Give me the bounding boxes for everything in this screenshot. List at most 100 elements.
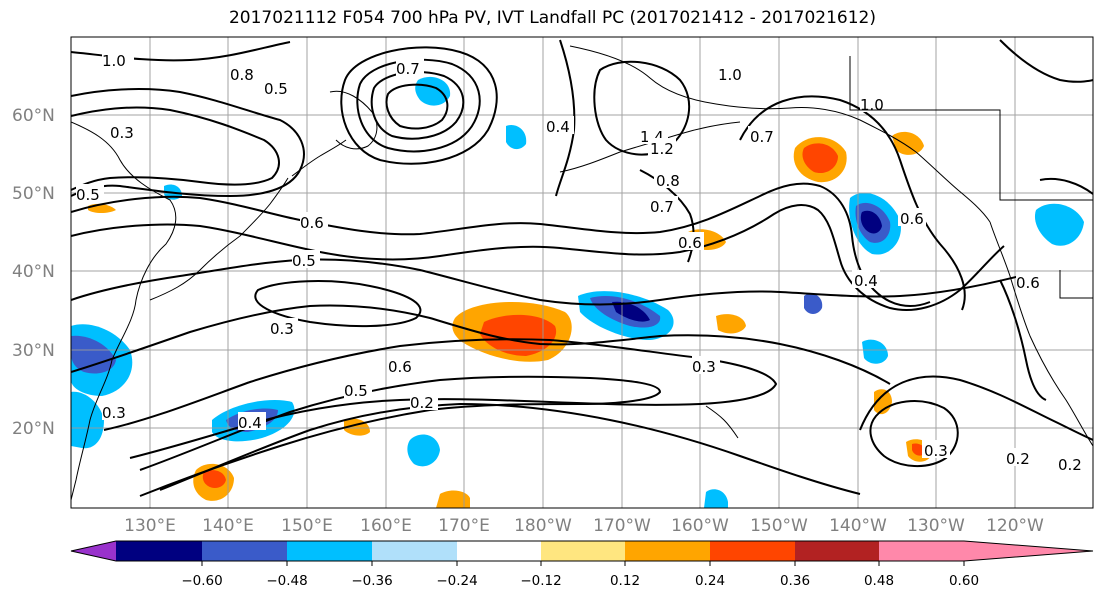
lon-label: 130°W [907, 516, 965, 536]
contour-line [71, 88, 305, 198]
lat-label-20n: 20°N [12, 419, 55, 439]
lon-label: 150°E [281, 516, 333, 536]
colorbar-segment [541, 541, 625, 561]
contour-label: 0.7 [750, 128, 774, 146]
colorbar-segment [372, 541, 457, 561]
lon-label: 130°E [124, 516, 176, 536]
colorbar-tick-label: 0.48 [864, 573, 894, 589]
contour-label: 0.3 [110, 124, 134, 142]
contour-label: 0.4 [238, 414, 262, 432]
contour-label: 1.0 [860, 96, 884, 114]
colorbar-ticks [201, 561, 965, 566]
longitude-labels: 130°E 140°E 150°E 160°E 170°E 180°W 170°… [124, 516, 1044, 536]
contour-label: 0.5 [264, 80, 288, 98]
shading-positive-blob [480, 314, 557, 356]
contour-line [103, 338, 778, 459]
contour-line [139, 375, 662, 497]
colorbar-segment [710, 541, 795, 561]
colorbar-tick-label: −0.48 [266, 573, 307, 589]
shading-negative-blob [860, 210, 882, 234]
colorbar-segment [287, 541, 372, 561]
shading-negative-blob [407, 434, 440, 467]
contour-line [385, 83, 449, 130]
shading-positive-blob [892, 131, 924, 155]
contour-line [71, 258, 1021, 306]
colorbar: −0.60 −0.48 −0.36 −0.24 −0.12 0.12 0.24 … [70, 540, 1094, 589]
colorbar-tick-label: 0.12 [610, 573, 640, 589]
contour-label: 0.8 [230, 66, 254, 84]
contour-label: 0.5 [76, 186, 100, 204]
contour-label: 0.4 [854, 272, 878, 290]
lon-label: 170°W [593, 516, 651, 536]
contour-label: 1.2 [650, 140, 674, 158]
lon-label: 180°W [514, 516, 572, 536]
colorbar-extend-right [964, 541, 1093, 561]
colorbar-segment [795, 541, 879, 561]
shading-negative-blob [71, 391, 104, 449]
contour-line [859, 375, 1093, 441]
contour-label-layer: 1.0 0.7 0.8 0.5 0.6 0.4 1.0 1.4 1.2 0.8 … [76, 50, 1086, 474]
contour-line [999, 279, 1047, 401]
lon-label: 170°E [438, 516, 490, 536]
lon-label: 150°W [750, 516, 808, 536]
shading-positive-blob [802, 143, 838, 174]
colorbar-tick-label: 0.24 [695, 573, 725, 589]
coastline-kamchatka [329, 90, 378, 150]
contour-line [555, 39, 576, 197]
colorbar-extend-left [71, 541, 116, 561]
contour-label: 0.6 [900, 210, 924, 228]
colorbar-segment [625, 541, 710, 561]
contour-label: 0.8 [656, 172, 680, 190]
map-title: 2017021112 F054 700 hPa PV, IVT Landfall… [228, 8, 876, 28]
coastline-namerica [989, 221, 1093, 447]
colorbar-tick-label: −0.24 [436, 573, 477, 589]
shading-negative-blob [1034, 203, 1084, 246]
lat-label-50n: 50°N [12, 184, 55, 204]
contour-label: 1.0 [718, 66, 742, 84]
contour-line [254, 280, 422, 328]
contour-label: 0.5 [292, 252, 316, 270]
colorbar-outline [70, 540, 1094, 562]
lon-label: 120°W [986, 516, 1044, 536]
contour-line [999, 39, 1093, 83]
contour-label: 0.3 [692, 358, 716, 376]
shading-negative-blob [506, 124, 527, 150]
colorbar-segment [116, 541, 202, 561]
contour-label: 0.6 [300, 214, 324, 232]
latitude-labels: 20°N 30°N 40°N 50°N 60°N [12, 106, 55, 439]
shading-positive-blob [202, 470, 226, 488]
shading-negative-blob [862, 339, 888, 364]
lat-label-30n: 30°N [12, 341, 55, 361]
contour-line [71, 182, 931, 307]
coastline-hawaii [705, 405, 739, 439]
contour-label: 0.6 [678, 234, 702, 252]
lat-label-40n: 40°N [12, 262, 55, 282]
contour-label: 0.6 [1016, 274, 1040, 292]
contour-label: 0.2 [1058, 456, 1082, 474]
lat-label-60n: 60°N [12, 106, 55, 126]
colorbar-tick-label: −0.60 [181, 573, 222, 589]
plot-frame [70, 36, 1094, 509]
colorbar-tick-label: −0.36 [351, 573, 392, 589]
contour-line [71, 304, 891, 385]
contour-line [340, 46, 498, 165]
contour-label: 0.7 [650, 198, 674, 216]
contour-label: 0.6 [388, 358, 412, 376]
contour-label: 0.7 [396, 60, 420, 78]
contour-line [159, 402, 861, 495]
shading-negative-blob [804, 293, 823, 314]
lon-label: 160°E [360, 516, 412, 536]
lon-label: 160°W [671, 516, 729, 536]
contour-line [1039, 178, 1093, 195]
contour-label: 0.5 [344, 382, 368, 400]
colorbar-segment [202, 541, 287, 561]
contour-line [739, 95, 966, 311]
shading-positive-blob [716, 314, 746, 334]
contour-label: 0.3 [270, 320, 294, 338]
colorbar-tick-label: 0.60 [949, 573, 979, 589]
shading-positive-blob [436, 490, 470, 508]
shading-negative-blob [71, 335, 116, 374]
coastline-asia [71, 121, 177, 501]
colorbar-segment [457, 541, 541, 561]
